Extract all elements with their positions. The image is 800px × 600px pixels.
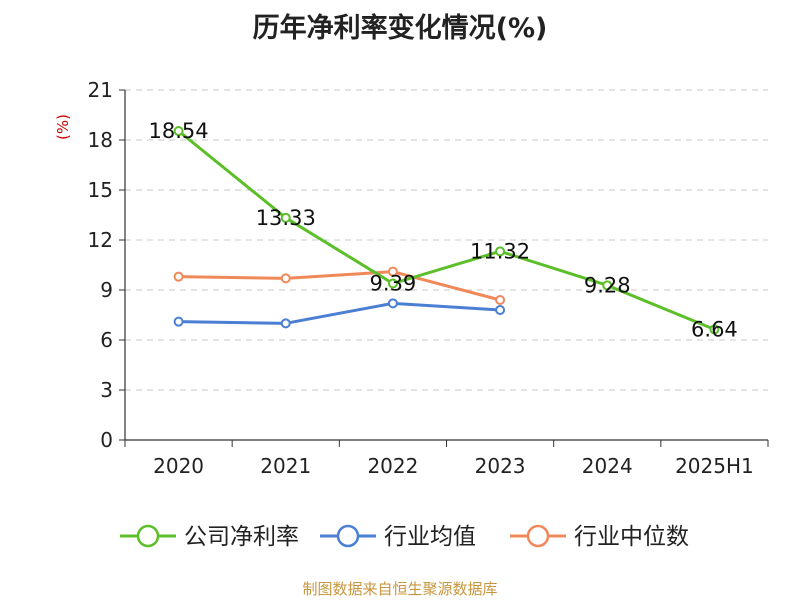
legend-item-2[interactable]: 行业中位数: [510, 524, 689, 550]
series-point-2: [173, 271, 184, 282]
x-tick-label: 2021: [260, 454, 311, 478]
series-point-0: [387, 278, 398, 289]
data-label: 13.33: [256, 206, 316, 230]
legend-label: 公司净利率: [184, 524, 299, 550]
series-point-0: [602, 280, 613, 291]
y-tick-label: 6: [100, 328, 113, 352]
x-tick-label: 2024: [582, 454, 633, 478]
legend-marker: [526, 524, 550, 548]
y-tick-label: 15: [88, 178, 113, 202]
x-tick-label: 2020: [153, 454, 204, 478]
series-line-0: [177, 129, 715, 331]
y-tick-label: 9: [100, 278, 113, 302]
x-tick-label: 2022: [367, 454, 418, 478]
data-labels: 18.54 13.33 9.39 11.32 9.28 6.64: [149, 119, 738, 341]
legend-item-0[interactable]: 公司净利率: [120, 524, 299, 550]
y-tick-label: 0: [100, 428, 113, 452]
series-point-1: [495, 305, 506, 315]
source-note: 制图数据来自恒生聚源数据库: [302, 580, 498, 598]
data-label: 9.28: [584, 273, 631, 297]
series-point-1: [387, 298, 398, 309]
series-point-2: [280, 273, 291, 284]
data-label: 11.32: [470, 239, 530, 263]
series-point-2: [495, 295, 506, 305]
data-label: 9.39: [370, 272, 417, 296]
legend-label: 行业均值: [384, 524, 476, 550]
legend-marker: [336, 524, 360, 548]
legend[interactable]: 公司净利率 行业均值 行业中位数: [120, 524, 689, 550]
series-point-1: [173, 316, 184, 327]
y-axis-unit: (%): [54, 114, 72, 140]
x-tick-label: 2025H1: [675, 454, 754, 478]
data-label: 18.54: [149, 119, 209, 143]
legend-marker: [136, 524, 160, 548]
series-line-1: [178, 301, 501, 325]
series-point-0: [709, 324, 720, 335]
y-tick-label: 18: [88, 128, 113, 152]
legend-label: 行业中位数: [574, 524, 689, 550]
legend-item-1[interactable]: 行业均值: [320, 524, 476, 550]
series-point-0: [495, 246, 506, 257]
series-point-2: [387, 266, 398, 277]
x-tick-label: 2023: [475, 454, 526, 478]
series-point-0: [280, 212, 291, 223]
data-label: 6.64: [691, 317, 738, 341]
series-point-1: [280, 318, 291, 329]
series-line-2: [178, 270, 501, 302]
series-point-0: [173, 126, 184, 136]
axes: 0 3 6 9 12 15 18 21 2020 2021 2022 2023 2024 2025H1 (%…: [54, 78, 769, 478]
chart-title: 历年净利率变化情况(%): [252, 13, 548, 44]
grid-lines: [125, 89, 768, 391]
y-tick-label: 12: [88, 228, 113, 252]
y-tick-label: 3: [100, 378, 113, 402]
y-tick-label: 21: [88, 78, 113, 102]
series-lines: [173, 126, 720, 335]
